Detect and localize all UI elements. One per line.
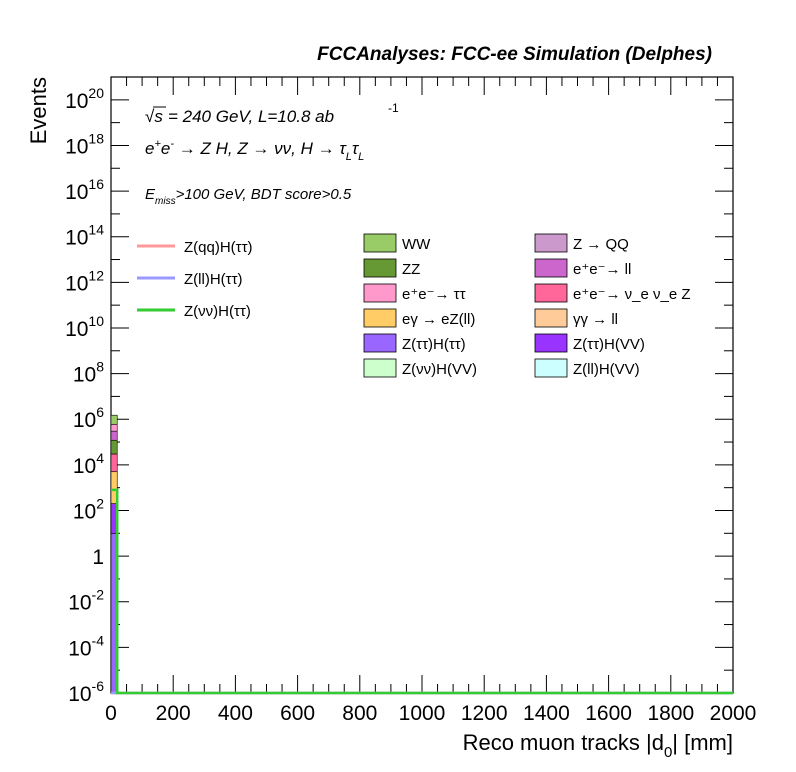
x-axis-title: Reco muon tracks |d0| [mm] (463, 730, 733, 761)
legend-fill-label: WW (402, 236, 431, 253)
legend-fill-swatch (363, 233, 397, 253)
annotation-energy-text: = 240 GeV, L=10.8 ab (168, 107, 334, 126)
legend-fill-label: Z(ll)H(VV) (573, 361, 640, 378)
legend-fill-swatch (363, 358, 397, 378)
legend-fill-label: Z → QQ (573, 236, 629, 253)
legend-fill-label: γγ → ll (573, 311, 618, 328)
y-tick-label: 10-6 (68, 678, 104, 706)
annotation-process: e+e- → Z H, Z → νν, H → τLτL (145, 138, 364, 163)
x-tick-label: 1400 (523, 702, 570, 725)
axis-ticks (110, 76, 734, 694)
annotation-cuts: Emiss>100 GeV, BDT score>0.5 (145, 186, 352, 207)
y-tick-label: 1018 (65, 130, 104, 158)
header-title: FCCAnalyses: FCC-ee Simulation (Delphes) (317, 44, 712, 65)
y-tick-label: 108 (73, 359, 104, 387)
legend-fill-label: eγ → eZ(ll) (402, 311, 475, 328)
x-axis-title-sub: 0 (664, 744, 672, 761)
stack-segment (110, 453, 118, 473)
stack-segment (110, 423, 118, 432)
x-tick-label: 800 (342, 702, 377, 725)
legend-fill-swatch (534, 233, 568, 253)
legend-fill-swatch (534, 283, 568, 303)
y-tick-label: 1014 (65, 222, 104, 250)
legend-lines: Z(qq)H(ττ) Z(ll)H(ττ) Z(νν)H(ττ) (137, 239, 253, 320)
line-series (111, 488, 733, 695)
annotation-energy: √s = 240 GeV, L=10.8 ab -1 (145, 101, 399, 126)
plot-frame (110, 76, 734, 694)
legend-fill-swatch (363, 258, 397, 278)
legend-fill-label: Z(νν)H(VV) (402, 361, 477, 378)
legend-fill-label: Z(ττ)H(VV) (573, 336, 645, 353)
y-axis-title: Events (26, 77, 51, 144)
x-tick-label: 1200 (461, 702, 508, 725)
x-tick-label: 200 (156, 702, 191, 725)
x-tick-label: 600 (280, 702, 315, 725)
legend-fill-swatch (534, 358, 568, 378)
y-tick-label: 1010 (65, 313, 104, 341)
stack-segment (110, 430, 118, 441)
x-tick-label: 2000 (710, 702, 757, 725)
x-tick-labels: 0 200 400 600 800 1000 1200 1400 1600 1800 2000 (105, 702, 756, 725)
legend-line-label: Z(qq)H(ττ) (184, 239, 253, 256)
legend-fill-label: e⁺e⁻→ ll (573, 261, 631, 278)
legend-fills: WW Z → QQ ZZ e⁺e⁻→ ll e⁺e⁻→ ττ e⁺e⁻→ ν_e ν_e … (363, 233, 691, 378)
annotation-lumi-exp: -1 (388, 101, 399, 115)
y-tick-label: 104 (73, 450, 104, 478)
legend-fill-label: Z(ττ)H(ττ) (402, 336, 466, 353)
y-tick-labels: 10-6 10-4 10-2 1 102 104 106 108 1010 1012 1014 101… (65, 85, 104, 706)
y-tick-label: 1020 (65, 85, 104, 113)
y-tick-label: 10-4 (68, 632, 104, 660)
y-tick-label: 1016 (65, 176, 104, 204)
legend-fill-swatch (534, 308, 568, 328)
legend-line-label: Z(νν)H(ττ) (184, 303, 251, 320)
legend-line-label: Z(ll)H(ττ) (184, 271, 243, 288)
stack-bars (110, 414, 118, 694)
x-tick-label: 1800 (647, 702, 694, 725)
x-axis-title-text: Reco muon tracks |d (463, 730, 664, 755)
x-tick-label: 1600 (585, 702, 632, 725)
y-tick-label: 102 (73, 495, 104, 523)
x-tick-label: 1000 (399, 702, 446, 725)
y-tick-label: 1012 (65, 267, 104, 295)
legend-fill-swatch (534, 333, 568, 353)
x-axis-title-end: | [mm] (672, 730, 733, 755)
legend-fill-swatch (363, 283, 397, 303)
legend-fill-swatch (363, 333, 397, 353)
legend-fill-swatch (534, 258, 568, 278)
annotation-sqrt: √s (145, 107, 163, 126)
y-tick-label: 1 (92, 546, 104, 569)
legend-fill-label: e⁺e⁻→ ν_e ν_e Z (573, 286, 691, 303)
x-tick-label: 0 (105, 702, 117, 725)
legend-fill-label: e⁺e⁻→ ττ (402, 286, 466, 303)
series-line (111, 488, 733, 695)
stack-segment (110, 414, 118, 425)
y-tick-label: 106 (73, 404, 104, 432)
legend-fill-swatch (363, 308, 397, 328)
stack-segment (110, 439, 118, 455)
x-tick-label: 400 (218, 702, 253, 725)
legend-fill-label: ZZ (402, 261, 420, 278)
y-tick-label: 10-2 (68, 587, 104, 615)
